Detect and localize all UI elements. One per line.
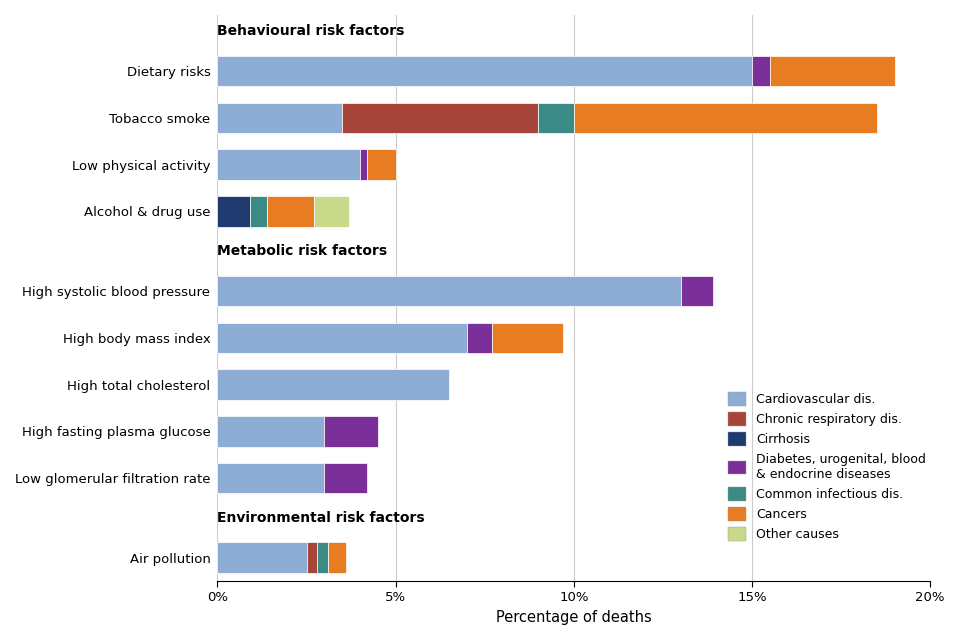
Text: Behavioural risk factors: Behavioural risk factors [218, 24, 405, 38]
Bar [218, 543, 306, 573]
Bar [752, 56, 770, 86]
Legend: Cardiovascular dis., Chronic respiratory dis., Cirrhosis, Diabetes, urogenital, : Cardiovascular dis., Chronic respiratory… [723, 387, 931, 547]
Bar [218, 276, 681, 306]
Bar [267, 196, 314, 227]
Bar [218, 369, 449, 400]
Bar [218, 150, 360, 180]
Bar [250, 196, 267, 227]
Bar [539, 102, 574, 133]
Bar [492, 323, 564, 353]
Bar [328, 543, 346, 573]
Bar [770, 56, 895, 86]
Bar [681, 276, 713, 306]
Bar [324, 463, 367, 493]
Bar [324, 416, 378, 447]
X-axis label: Percentage of deaths: Percentage of deaths [496, 610, 652, 625]
Bar [467, 323, 492, 353]
Bar [317, 543, 328, 573]
Text: Environmental risk factors: Environmental risk factors [218, 511, 425, 525]
Bar [367, 150, 396, 180]
Bar [360, 150, 367, 180]
Bar [574, 102, 876, 133]
Bar [218, 463, 324, 493]
Bar [218, 56, 752, 86]
Bar [342, 102, 539, 133]
Bar [306, 543, 317, 573]
Bar [218, 323, 467, 353]
Text: Metabolic risk factors: Metabolic risk factors [218, 244, 388, 258]
Bar [218, 416, 324, 447]
Bar [314, 196, 349, 227]
Bar [218, 102, 342, 133]
Bar [218, 196, 250, 227]
